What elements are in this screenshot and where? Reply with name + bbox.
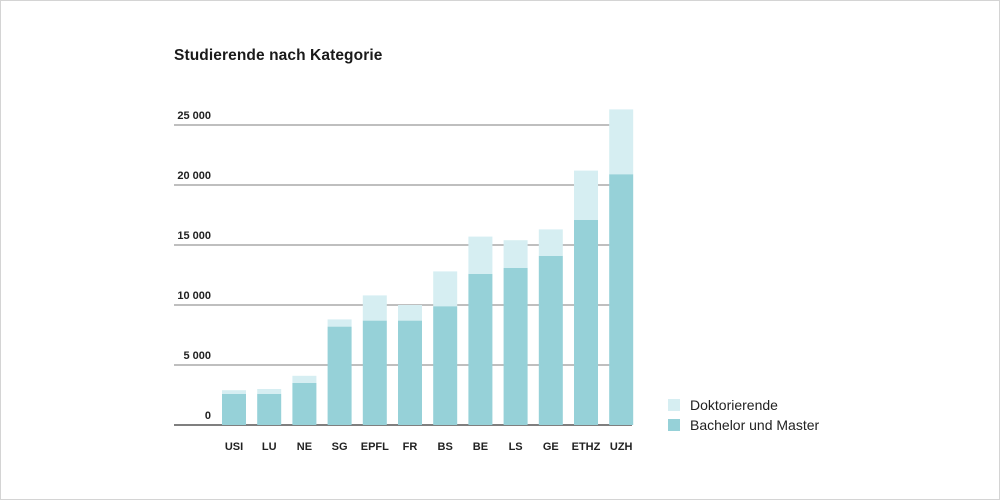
y-tick-label: 20 000 — [177, 170, 211, 182]
y-axis-ticks: 0 5 000 10 000 15 000 20 000 25 000 — [177, 110, 211, 422]
bar-epfl-bachelor-master — [362, 320, 387, 425]
x-tick-label: SG — [332, 441, 348, 453]
bar-bs-doktorierende — [433, 271, 458, 307]
y-tick-label: 5 000 — [183, 350, 211, 362]
bar-usi-bachelor-master — [222, 393, 246, 425]
x-tick-label: UZH — [610, 441, 633, 453]
x-axis-ticks: USI LU NE SG EPFL FR BS BE LS GE ETHZ UZH — [225, 441, 633, 453]
x-tick-label: ETHZ — [572, 441, 601, 453]
bar-ge-doktorierende — [538, 229, 563, 256]
bar-usi-doktorierende — [222, 390, 246, 394]
bar-sg-doktorierende — [327, 319, 352, 327]
bar-uzh-doktorierende — [609, 109, 634, 175]
bar-be-doktorierende — [468, 236, 493, 274]
x-tick-label: NE — [297, 441, 312, 453]
chart-title: Studierende nach Kategorie — [174, 47, 383, 64]
bar-ge-bachelor-master — [538, 255, 563, 425]
bar-lu-bachelor-master — [257, 393, 282, 425]
bar-ne-doktorierende — [292, 375, 317, 383]
legend-item-doktorierende: Doktorierende — [668, 395, 819, 415]
bar-fr-bachelor-master — [398, 320, 422, 425]
bar-lu-doktorierende — [257, 389, 282, 394]
x-tick-label: BS — [438, 441, 453, 453]
bar-uzh-bachelor-master — [609, 174, 634, 425]
x-tick-label: BE — [473, 441, 488, 453]
bar-fr-doktorierende — [398, 305, 422, 321]
x-tick-label: LS — [509, 441, 523, 453]
bar-bs-bachelor-master — [433, 306, 458, 425]
bar-ethz-bachelor-master — [574, 219, 598, 425]
bar-ls-doktorierende — [503, 240, 528, 268]
x-tick-label: USI — [225, 441, 243, 453]
bars — [222, 109, 634, 425]
y-tick-label: 0 — [205, 410, 211, 422]
bar-be-bachelor-master — [468, 273, 493, 425]
legend: Doktorierende Bachelor und Master — [668, 395, 819, 435]
bar-sg-bachelor-master — [327, 326, 352, 425]
bar-epfl-doktorierende — [362, 295, 387, 321]
x-tick-label: FR — [403, 441, 418, 453]
bar-ethz-doktorierende — [574, 170, 598, 220]
y-tick-label: 10 000 — [177, 290, 211, 302]
bar-ls-bachelor-master — [503, 267, 528, 425]
legend-item-bachelor-master: Bachelor und Master — [668, 415, 819, 435]
legend-swatch-bachelor-master — [668, 419, 680, 431]
x-tick-label: EPFL — [361, 441, 389, 453]
x-tick-label: GE — [543, 441, 559, 453]
y-tick-label: 15 000 — [177, 230, 211, 242]
legend-label-doktorierende: Doktorierende — [690, 397, 778, 413]
y-tick-label: 25 000 — [177, 110, 211, 122]
x-tick-label: LU — [262, 441, 277, 453]
legend-swatch-doktorierende — [668, 399, 680, 411]
bar-ne-bachelor-master — [292, 383, 317, 425]
legend-label-bachelor-master: Bachelor und Master — [690, 417, 820, 433]
